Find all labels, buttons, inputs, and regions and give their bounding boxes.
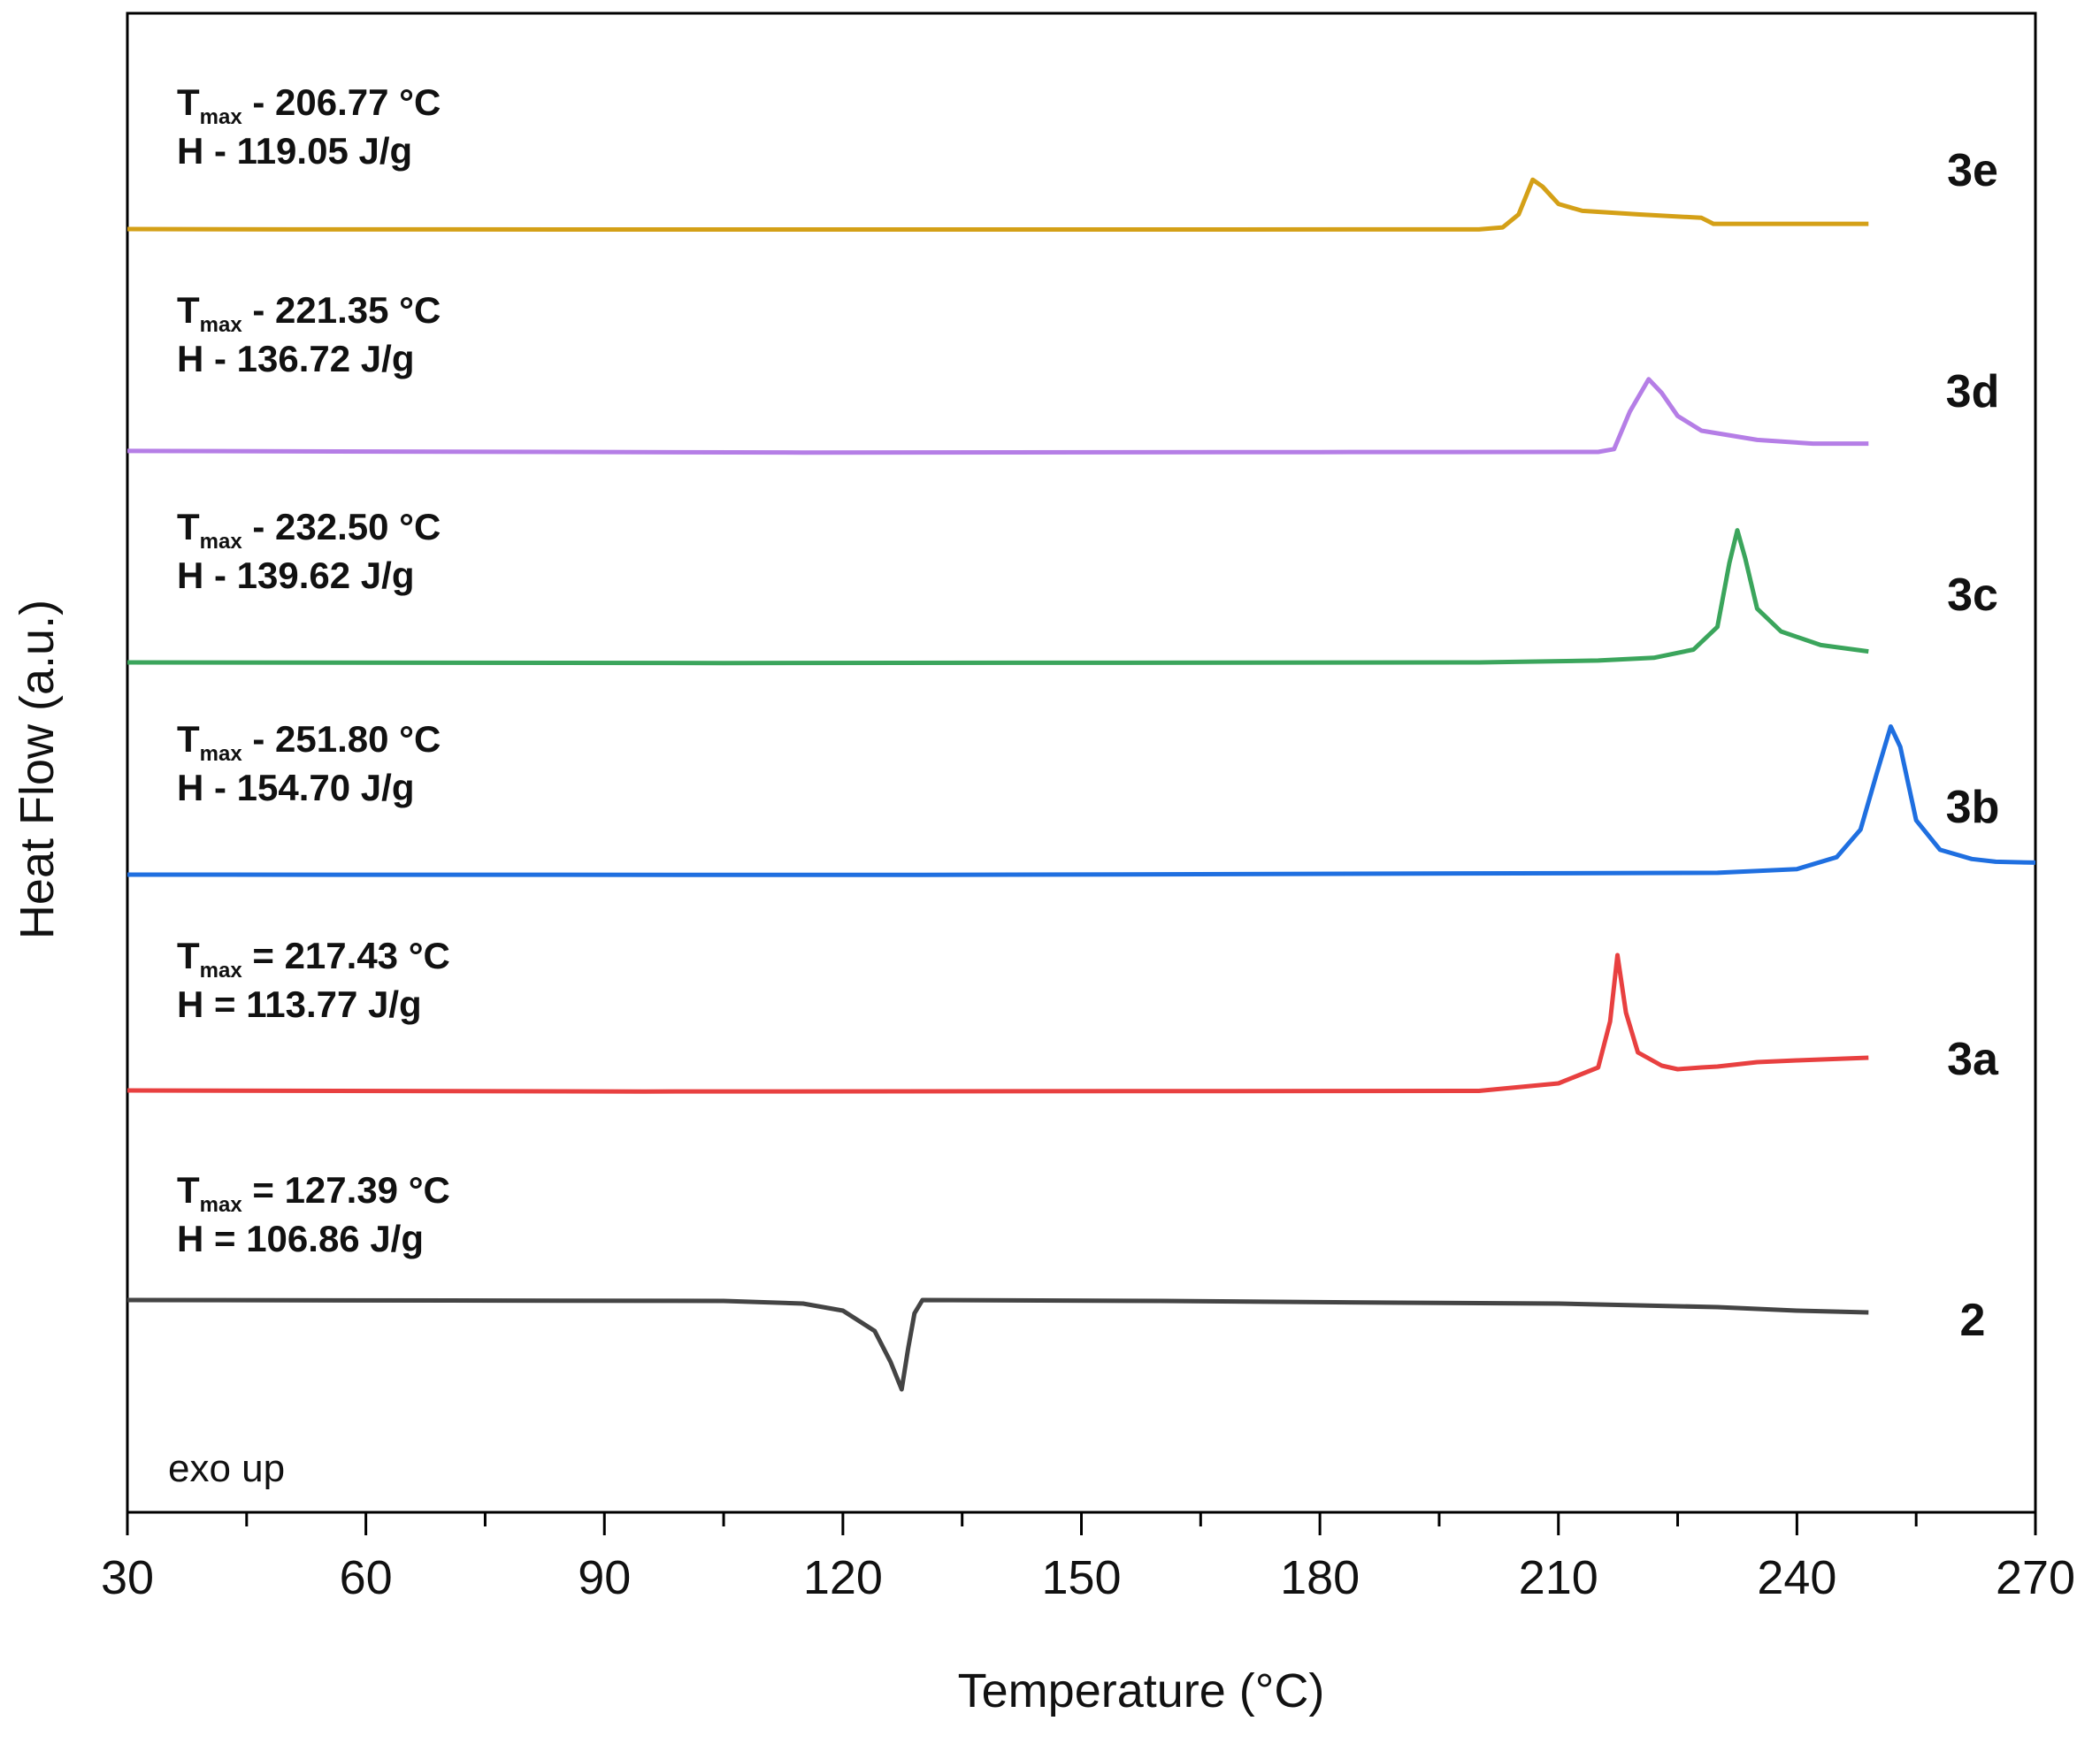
series-line-3a <box>126 952 1869 1094</box>
series-label-3e: 3e <box>1947 145 1998 196</box>
annotation-tmax-2: Tmax = 127.39 °C <box>177 1169 450 1217</box>
annotation-tmax-3b: Tmax - 251.80 °C <box>177 718 441 766</box>
annotation-tmax-3d: Tmax - 221.35 °C <box>177 289 441 337</box>
x-axis-label: Temperature (°C) <box>958 1664 1325 1717</box>
y-axis-label: Heat Flow (a.u.) <box>11 600 64 939</box>
x-tick-label: 180 <box>1280 1551 1360 1604</box>
x-tick-label: 240 <box>1757 1551 1836 1604</box>
series-label-3b: 3b <box>1946 782 2000 833</box>
annotation-tmax-3a: Tmax = 217.43 °C <box>177 935 450 983</box>
annotation-enthalpy-3b: H - 154.70 J/g <box>177 767 414 808</box>
series-label-3d: 3d <box>1946 366 2000 417</box>
series-label-2: 2 <box>1960 1295 1986 1346</box>
exo-up-note: exo up <box>168 1447 285 1490</box>
series-label-3a: 3a <box>1947 1034 1999 1085</box>
annotation-enthalpy-3c: H - 139.62 J/g <box>177 555 414 596</box>
annotation-tmax-3c: Tmax - 232.50 °C <box>177 506 441 554</box>
x-tick-label: 270 <box>1996 1551 2075 1604</box>
annotation-enthalpy-3e: H - 119.05 J/g <box>177 130 412 172</box>
x-tick-label: 90 <box>578 1551 631 1604</box>
x-tick-label: 210 <box>1519 1551 1598 1604</box>
x-tick-label: 30 <box>101 1551 154 1604</box>
series-label-3c: 3c <box>1947 570 1998 621</box>
x-tick-label: 150 <box>1041 1551 1121 1604</box>
annotation-tmax-3e: Tmax - 206.77 °C <box>177 81 441 129</box>
annotation-enthalpy-3a: H = 113.77 J/g <box>177 983 422 1025</box>
series-line-3b <box>126 724 2036 877</box>
series-line-3d <box>126 377 1869 455</box>
series-line-3c <box>126 528 1869 666</box>
x-tick-label: 120 <box>803 1551 883 1604</box>
series-line-2 <box>126 1297 1869 1392</box>
annotation-enthalpy-2: H = 106.86 J/g <box>177 1218 424 1259</box>
x-tick-label: 60 <box>340 1551 393 1604</box>
annotation-enthalpy-3d: H - 136.72 J/g <box>177 338 414 379</box>
series-line-3e <box>126 177 1869 232</box>
